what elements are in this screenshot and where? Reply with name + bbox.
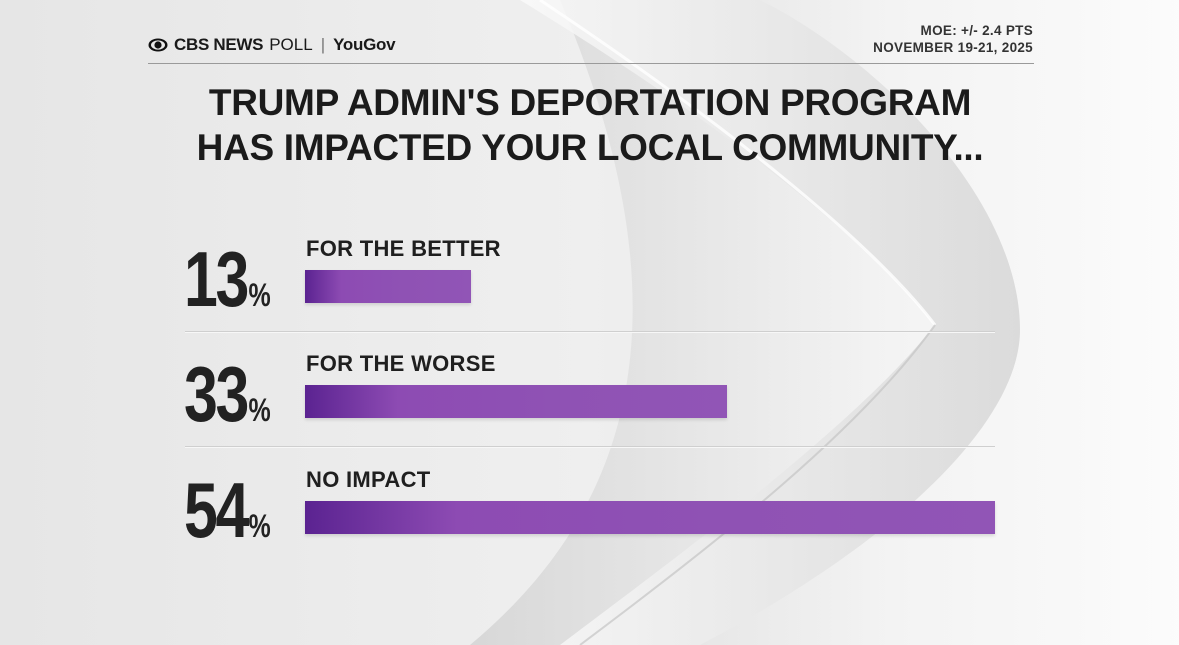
bar-no-impact [305, 501, 995, 534]
yougov-label: YouGov [333, 35, 396, 54]
category-label: FOR THE BETTER [306, 236, 501, 261]
cbs-news-label: CBS NEWS [174, 35, 264, 54]
poll-branding: CBS NEWS POLL | YouGov [148, 35, 396, 55]
cbs-eye-logo-icon [148, 38, 168, 52]
header-divider [148, 63, 1034, 64]
percent-value-label: 33% [184, 355, 271, 433]
category-label: FOR THE WORSE [306, 351, 496, 376]
poll-dates: NOVEMBER 19-21, 2025 [873, 40, 1033, 55]
category-label: NO IMPACT [306, 467, 431, 492]
percent-number: 13 [184, 235, 249, 323]
percent-sign: % [248, 277, 271, 313]
chart-title: TRUMP ADMIN'S DEPORTATION PROGRAM HAS IM… [100, 80, 1080, 170]
percent-value-label: 54% [184, 471, 271, 549]
percent-number: 33 [184, 350, 249, 438]
poll-meta: MOE: +/- 2.4 PTS NOVEMBER 19-21, 2025 [873, 22, 1033, 56]
row-divider [185, 446, 995, 447]
percent-sign: % [248, 392, 271, 428]
title-line-1: TRUMP ADMIN'S DEPORTATION PROGRAM [208, 82, 972, 123]
bar-for-the-better [305, 270, 471, 303]
percent-value-label: 13% [184, 240, 271, 318]
row-divider [185, 331, 995, 332]
brand-separator: | [320, 35, 326, 54]
margin-of-error: MOE: +/- 2.4 PTS [920, 23, 1033, 38]
title-line-2: HAS IMPACTED YOUR LOCAL COMMUNITY... [196, 127, 984, 168]
percent-sign: % [248, 508, 271, 544]
percent-number: 54 [184, 466, 249, 554]
bar-for-the-worse [305, 385, 727, 418]
poll-label: POLL [269, 35, 313, 54]
